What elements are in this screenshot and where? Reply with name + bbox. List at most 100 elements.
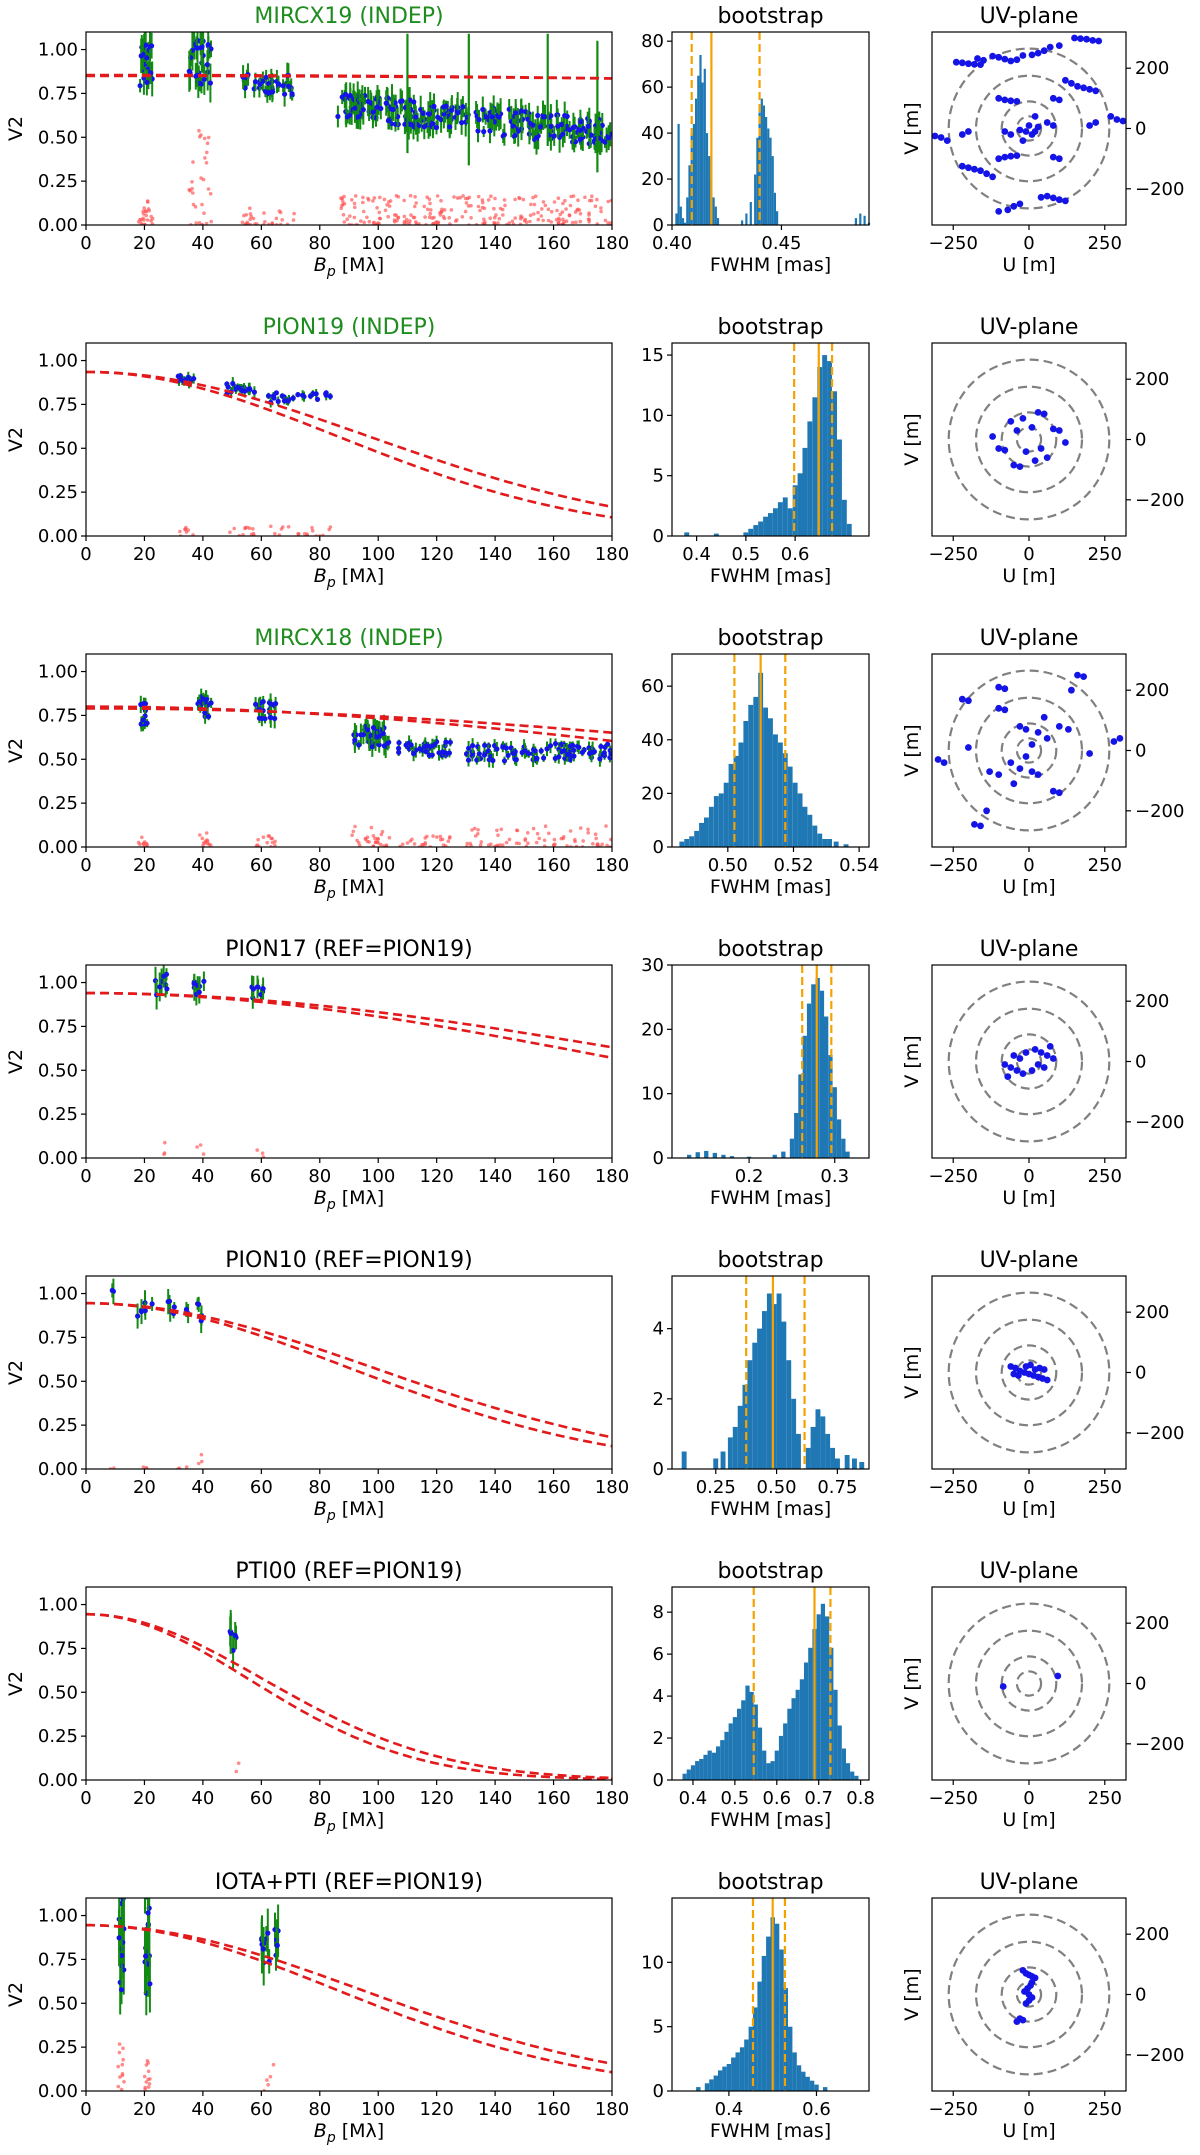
hist-bar [807,421,813,536]
v2-plot-area [86,370,612,536]
data-point [420,110,426,116]
uv-point [1001,96,1009,104]
data-point [448,107,455,113]
data-point [286,83,292,89]
uv-panel: −250 0 250 200 0 −200 UV-plane U [m] V [m] [901,1248,1184,1520]
hist-axes-frame [671,1586,870,1781]
hist-bar [776,211,779,225]
hist-bar [843,844,849,847]
residual-point [375,836,380,841]
hist-panel: 0.4 0.5 0.6 0.7 0.8 0 2 4 6 8 bootstrap FWHM [mas] [653,1559,875,1831]
residual-point [543,824,548,828]
data-point [399,98,405,104]
residual-point [190,180,194,184]
data-point [411,751,417,757]
residual-point [413,195,417,199]
residual-point [143,2085,147,2090]
residual-point [163,1140,167,1145]
residual-point [573,837,577,842]
y-tick-label: 0.75 [38,1949,78,1970]
data-point [165,1299,171,1305]
hist-bar [830,1447,835,1469]
residual-point [120,2062,125,2067]
hist-bar [833,1689,838,1780]
data-point [577,127,584,133]
x-tick-label: 0 [1023,2099,1034,2120]
hist-bar [681,218,685,225]
hist-xlabel: FWHM [mas] [710,565,831,587]
hist-bar [773,192,776,225]
data-point [474,757,480,763]
residual-point [537,836,541,841]
data-point [164,986,170,992]
uv-point [1055,155,1063,163]
data-point [205,42,211,48]
y-tick-label: 1.00 [38,973,78,994]
hist-title: bootstrap [717,937,823,962]
hist-bar [745,1685,750,1780]
residual-point [605,843,609,847]
x-tick-label: 180 [595,2099,629,2120]
baseline-circle [947,1913,1111,2076]
y-tick-label: 0 [1135,1674,1146,1695]
v2-panel: 0 20 40 60 80 100 120 140 160 180 0.00 0.25 0.50 0.75… [5,1559,629,1835]
x-tick-label: 40 [191,1477,214,1498]
residual-point [280,218,285,222]
residual-point [381,844,386,847]
residual-point [413,204,417,209]
residual-point [561,201,565,206]
y-tick-label: 0 [653,2081,664,2102]
residual-point [574,220,578,224]
v2-plot-area [86,1898,612,2091]
x-tick-label: 20 [133,1788,156,1809]
residual-point [117,2050,122,2055]
row-5: 0 20 40 60 80 100 120 140 160 1800.000.250.500.75… [5,1248,1184,1524]
hist-bar [762,105,765,225]
uv-point [1080,84,1087,92]
x-tick-label: 100 [361,2099,395,2120]
hist-title: bootstrap [717,626,823,651]
data-point [475,128,481,134]
residual-point [348,214,352,218]
v2-title: PION19 (INDEP) [263,315,436,340]
v2-xlabel-symbol: B [314,876,327,898]
uv-point [1040,1366,1048,1373]
uv-point [1001,55,1009,63]
uv-point [965,164,972,172]
uv-point [989,173,996,181]
x-tick-label: 20 [133,233,156,254]
v2-xlabel-sub: p [326,2130,336,2146]
hist-bar [801,2071,806,2091]
residual-point [201,841,206,845]
v2-axes-frame [85,342,613,537]
hist-axes-frame [671,31,870,226]
uv-point [1010,461,1018,469]
data-point [290,395,296,401]
data-point [423,749,429,755]
data-point [116,1935,122,1941]
residual-point [443,844,448,847]
data-point [275,81,282,87]
hist-bar [753,1704,758,1780]
residual-point [270,836,275,841]
data-point [196,989,202,995]
x-tick-label: 0 [1023,855,1034,876]
residual-point [552,200,557,204]
x-tick-label: −250 [928,233,977,254]
residual-point [359,219,363,223]
y-tick-label: 0 [653,837,664,858]
uv-point [1019,2016,1027,2024]
residual-point [526,831,530,835]
residual-point [383,208,388,213]
residual-point [232,526,236,531]
residual-point [432,215,436,220]
data-point [396,740,402,746]
uv-plot-area [947,1602,1111,1765]
residual-point [202,136,207,141]
data-point [260,699,266,705]
hist-bar [836,1119,842,1158]
uv-panel: −250 0 250 200 0 −200 UV-plane U [m] V [m] [901,1559,1184,1831]
hist-bar [712,197,715,225]
hist-bar [841,499,847,536]
uv-point [1062,439,1069,446]
